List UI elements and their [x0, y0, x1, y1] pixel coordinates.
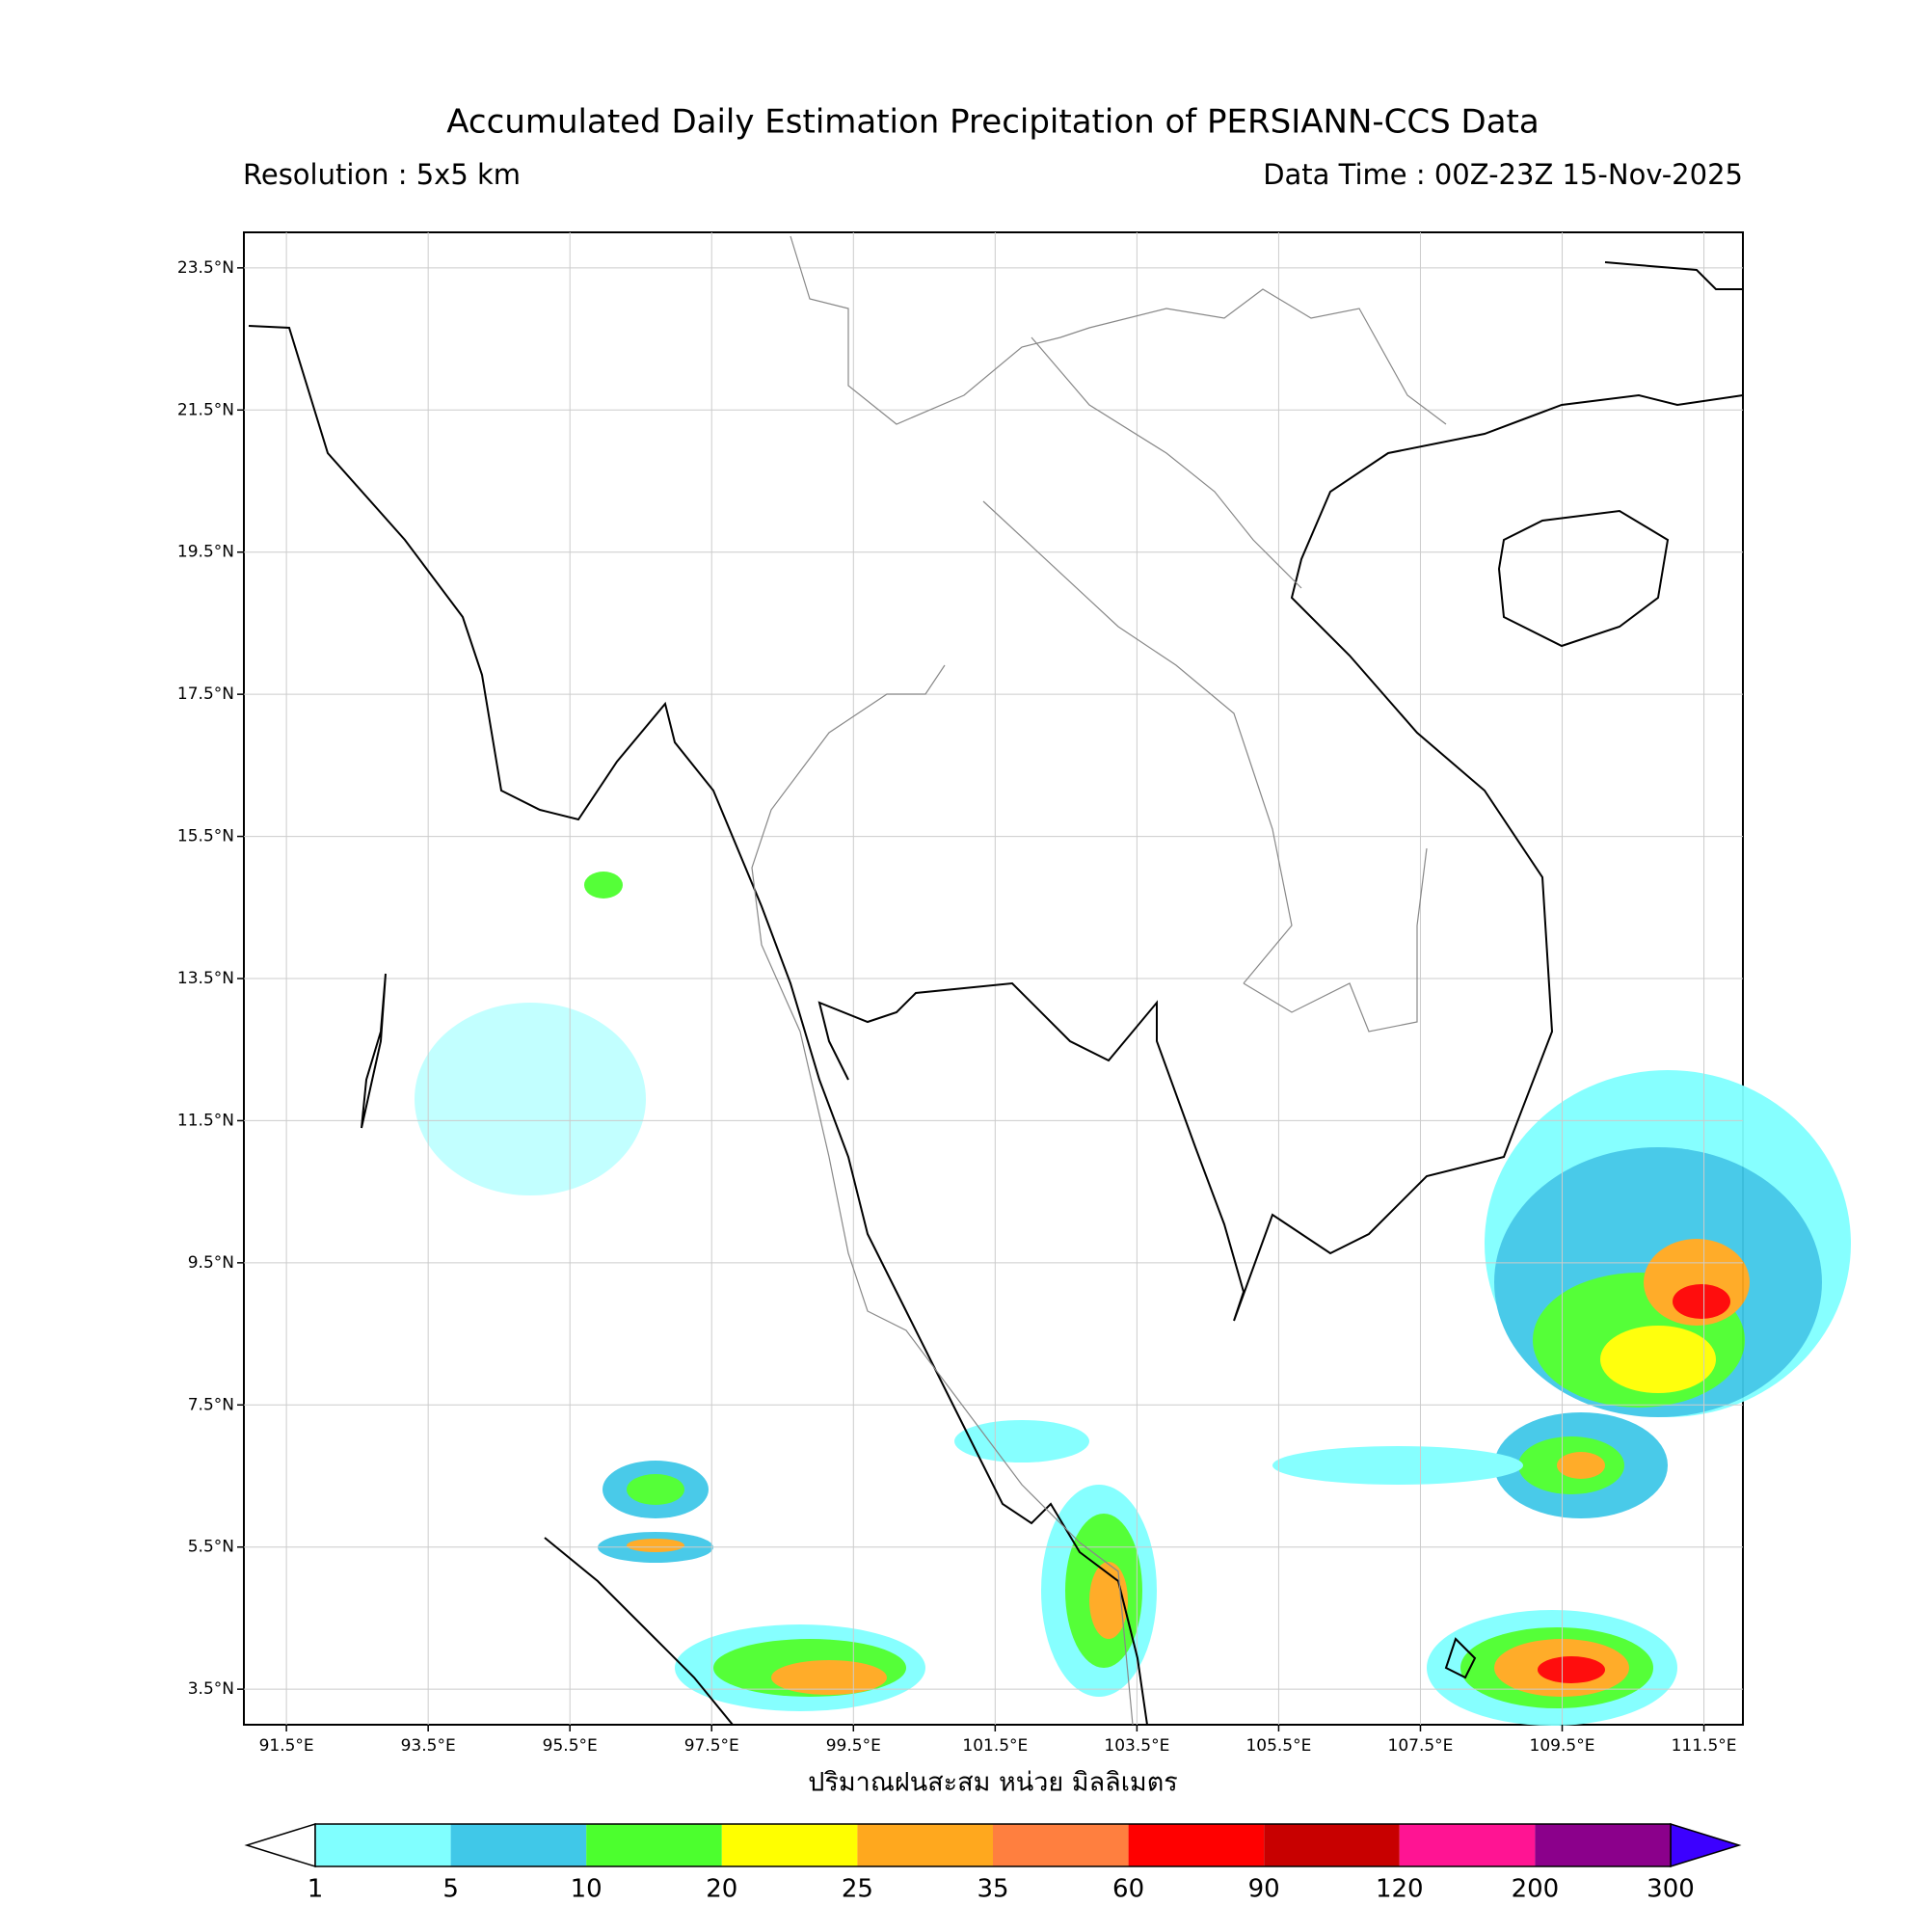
colorbar-frame: [314, 1823, 1672, 1867]
y-tick-label: 21.5°N: [177, 400, 234, 419]
colorbar-box: [315, 1824, 451, 1866]
x-tick-label: 93.5°E: [401, 1736, 456, 1756]
colorbar-box: [586, 1824, 722, 1866]
x-tick-label: 103.5°E: [1104, 1736, 1169, 1756]
colorbar-label: 60: [1112, 1875, 1144, 1904]
colorbar-over: [1670, 1822, 1742, 1868]
colorbar-label: 20: [706, 1875, 737, 1904]
y-tick-label: 15.5°N: [177, 827, 234, 846]
colorbar-label: 1: [308, 1875, 324, 1904]
colorbar-label: 5: [442, 1875, 459, 1904]
y-tick-label: 5.5°N: [188, 1538, 234, 1557]
y-tick-label: 3.5°N: [188, 1679, 234, 1699]
colorbar-box: [1535, 1824, 1671, 1866]
title: Accumulated Daily Estimation Precipitati…: [446, 103, 1539, 142]
x-axis-label: ปริมาณฝนสะสม หน่วย มิลลิเมตร: [808, 1768, 1178, 1798]
map: [237, 231, 1851, 1731]
colorbar-box: [450, 1824, 587, 1866]
y-tick-label: 11.5°N: [177, 1111, 234, 1130]
x-tick-label: 91.5°E: [259, 1736, 314, 1756]
rain-field: [415, 872, 1851, 1726]
x-tick-label: 111.5°E: [1672, 1736, 1737, 1756]
colorbar-box: [1264, 1824, 1400, 1866]
x-tick-label: 107.5°E: [1388, 1736, 1454, 1756]
x-tick-label: 101.5°E: [962, 1736, 1028, 1756]
colorbar-box: [993, 1824, 1129, 1866]
colorbar-label: 10: [571, 1875, 602, 1904]
colorbar-box: [857, 1824, 993, 1866]
y-tick-label: 17.5°N: [177, 684, 234, 704]
x-tick-label: 109.5°E: [1530, 1736, 1595, 1756]
y-tick-label: 23.5°N: [177, 258, 234, 278]
data-time: Data Time : 00Z-23Z 15-Nov-2025: [1263, 158, 1743, 191]
x-tick-label: 105.5°E: [1245, 1736, 1311, 1756]
x-tick-label: 97.5°E: [684, 1736, 739, 1756]
colorbar-label: 25: [842, 1875, 873, 1904]
colorbar-label: 90: [1248, 1875, 1280, 1904]
y-tick-label: 7.5°N: [188, 1395, 234, 1414]
colorbar-label: 35: [977, 1875, 1008, 1904]
colorbar-under: [244, 1822, 316, 1868]
y-tick-label: 19.5°N: [177, 543, 234, 562]
colorbar-box: [721, 1824, 858, 1866]
x-tick-label: 99.5°E: [826, 1736, 881, 1756]
resolution: Resolution : 5x5 km: [243, 158, 521, 191]
colorbar-box: [1399, 1824, 1536, 1866]
y-tick-label: 9.5°N: [188, 1253, 234, 1273]
colorbar-label: 120: [1376, 1875, 1424, 1904]
y-tick-label: 13.5°N: [177, 969, 234, 988]
coastlines: [248, 235, 1744, 1726]
colorbar: 1 5 10 20 25 35 60 90 120 200 300: [244, 1822, 1742, 1904]
colorbar-label: 200: [1512, 1875, 1560, 1904]
colorbar-box: [1128, 1824, 1265, 1866]
x-tick-label: 95.5°E: [543, 1736, 598, 1756]
colorbar-label: 300: [1647, 1875, 1695, 1904]
